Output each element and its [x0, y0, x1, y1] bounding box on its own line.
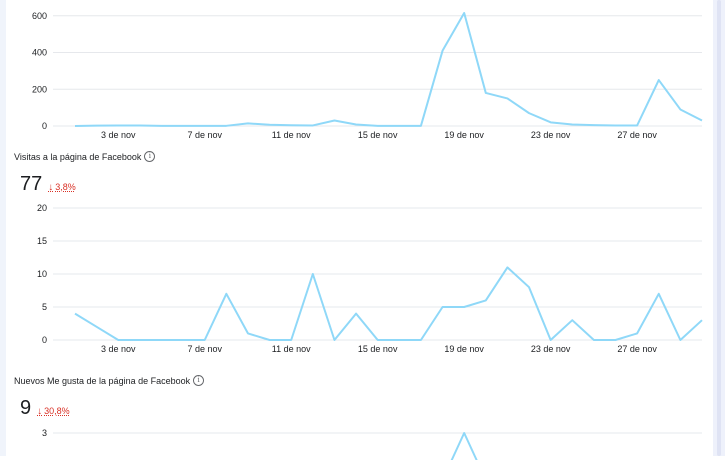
metric-visits: 77 ↓ 3,8% — [20, 173, 76, 196]
y-tick-label: 200 — [32, 84, 47, 94]
x-tick-label: 11 de nov — [272, 344, 311, 354]
x-tick-label: 23 de nov — [531, 130, 571, 140]
y-tick-label: 3 — [42, 428, 47, 438]
y-tick-label: 0 — [42, 335, 47, 345]
reach-line-chart: 0 200 400 600 3 de nov 7 de nov 11 de nov 15 de… — [32, 11, 703, 140]
y-tick-label: 400 — [32, 48, 47, 58]
metric-change-text: 30,8% — [44, 406, 70, 416]
section-title-visits: Visitas a la página de Facebook i — [14, 151, 156, 162]
metric-change-text: 3,8% — [55, 182, 76, 192]
y-tick-label: 20 — [37, 203, 47, 213]
x-tick-label: 3 de nov — [101, 130, 136, 140]
x-tick-label: 7 de nov — [187, 344, 222, 354]
section-title-likes-text: Nuevos Me gusta de la página de Facebook — [14, 375, 191, 386]
y-tick-label: 15 — [37, 236, 47, 246]
x-tick-label: 27 de nov — [617, 344, 657, 354]
section-title-visits-text: Visitas a la página de Facebook — [14, 151, 142, 162]
y-tick-label: 0 — [42, 121, 47, 131]
metric-change: ↓ 3,8% — [48, 182, 76, 193]
x-tick-label: 3 de nov — [101, 344, 136, 354]
arrow-down-icon: ↓ — [37, 406, 43, 417]
x-tick-label: 19 de nov — [444, 130, 484, 140]
scrollbar[interactable] — [713, 0, 725, 456]
metric-value: 9 — [20, 397, 32, 419]
series-line — [74, 266, 703, 341]
series-line — [74, 12, 703, 127]
scrollbar-thumb[interactable] — [717, 0, 721, 456]
arrow-down-icon: ↓ — [48, 182, 54, 193]
x-tick-label: 23 de nov — [531, 344, 571, 354]
x-tick-label: 19 de nov — [444, 344, 484, 354]
x-tick-label: 11 de nov — [272, 130, 311, 140]
info-icon[interactable]: i — [144, 151, 156, 162]
left-edge — [0, 0, 6, 456]
x-tick-label: 15 de nov — [358, 130, 398, 140]
section-title-likes: Nuevos Me gusta de la página de Facebook… — [14, 375, 205, 386]
y-tick-label: 10 — [37, 269, 47, 279]
x-tick-label: 7 de nov — [187, 130, 222, 140]
x-tick-label: 27 de nov — [617, 130, 657, 140]
visits-line-chart: 0 5 10 15 20 3 de nov 7 de nov 11 de nov 15 de n… — [37, 203, 703, 354]
info-icon[interactable]: i — [193, 375, 205, 386]
likes-line-chart: 3 — [42, 428, 702, 460]
y-tick-label: 5 — [42, 302, 47, 312]
metric-value: 77 — [20, 173, 43, 195]
y-tick-label: 600 — [32, 11, 47, 21]
metric-likes: 9 ↓ 30,8% — [20, 397, 70, 420]
metric-change: ↓ 30,8% — [37, 406, 70, 417]
x-tick-label: 15 de nov — [358, 344, 398, 354]
